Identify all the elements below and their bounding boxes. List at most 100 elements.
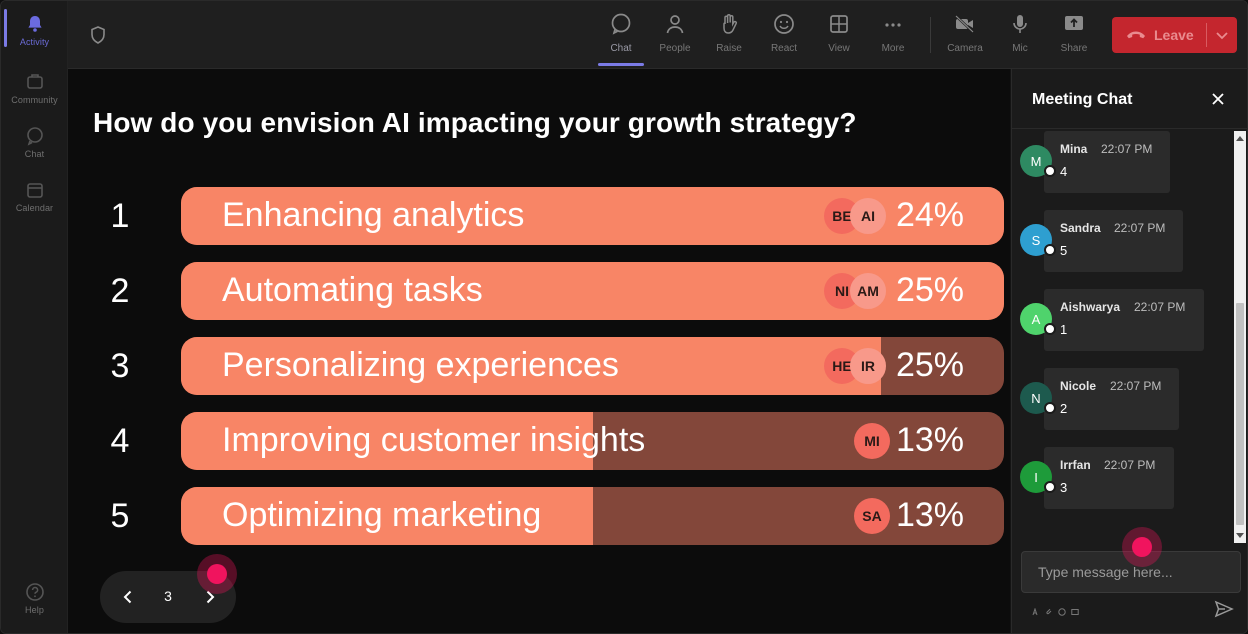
message-sender: Irrfan: [1060, 458, 1091, 472]
chat-message: Nicole 22:07 PM 2 N: [1012, 368, 1232, 432]
app-rail: Activity Community Chat Calendar Help: [1, 1, 68, 633]
chevron-down-icon[interactable]: [1212, 25, 1232, 45]
presence-status-icon: [1044, 244, 1056, 256]
shield-icon[interactable]: [88, 25, 108, 45]
message-time: 22:07 PM: [1114, 221, 1166, 235]
hand-icon: [716, 11, 742, 37]
option-number: 3: [110, 347, 130, 385]
toolbar-label: Camera: [947, 43, 983, 54]
option-bar: Enhancing analytics BE AI 24%: [181, 187, 1004, 245]
poll-option: 4 Improving customer insights MI 13%: [68, 412, 1010, 470]
rail-label: Calendar: [15, 203, 54, 213]
rail-label: Chat: [24, 149, 45, 159]
more-icon: [880, 11, 906, 37]
active-tab-underline: [598, 63, 644, 66]
leave-button[interactable]: Leave: [1112, 17, 1237, 53]
gif-icon[interactable]: [1071, 603, 1079, 615]
chat-title: Meeting Chat: [1032, 91, 1133, 108]
emoji-icon[interactable]: [1058, 603, 1066, 616]
share-icon: [1061, 11, 1087, 37]
chat-message-input[interactable]: [1022, 552, 1240, 592]
chat-header: Meeting Chat: [1012, 69, 1247, 129]
people-icon: [662, 11, 688, 37]
toolbar-camera-button[interactable]: Camera: [940, 11, 990, 63]
attach-icon[interactable]: [1045, 603, 1053, 615]
option-percentage: 13%: [895, 421, 964, 459]
toolbar-label: Raise: [716, 43, 742, 54]
chat-format-toolbar: [1032, 603, 1079, 616]
chat-scrollbar-thumb[interactable]: [1236, 303, 1244, 525]
chat-message: Sandra 22:07 PM 5 S: [1012, 210, 1232, 274]
poll-option: 3 Personalizing experiences HE IR 25%: [68, 337, 1010, 395]
community-icon: [24, 71, 46, 93]
message-bubble: Sandra 22:07 PM 5: [1044, 210, 1183, 272]
rail-item-help[interactable]: Help: [1, 573, 68, 627]
option-percentage: 24%: [895, 196, 964, 234]
rail-item-chat[interactable]: Chat: [1, 117, 68, 171]
scroll-down-icon[interactable]: [1236, 531, 1244, 541]
chat-icon: [24, 125, 46, 147]
message-sender: Aishwarya: [1060, 300, 1121, 314]
message-bubble: Irrfan 22:07 PM 3: [1044, 447, 1174, 509]
grid-icon: [826, 11, 852, 37]
toolbar-raise-button[interactable]: Raise: [704, 11, 754, 63]
rail-label: Help: [25, 605, 44, 615]
option-bar-fill: [181, 487, 593, 545]
toolbar-react-button[interactable]: React: [759, 11, 809, 63]
pointer-indicator: [1122, 527, 1162, 567]
toolbar-view-button[interactable]: View: [814, 11, 864, 63]
message-time: 22:07 PM: [1104, 458, 1156, 472]
camera-off-icon: [952, 11, 978, 37]
send-icon[interactable]: [1214, 599, 1236, 621]
toolbar-label: React: [770, 43, 798, 54]
message-time: 22:07 PM: [1101, 142, 1153, 156]
toolbar-chat-button[interactable]: Chat: [596, 11, 646, 63]
option-bar-fill: [181, 337, 881, 395]
presence-status-icon: [1044, 165, 1056, 177]
chevron-left-icon[interactable]: [116, 585, 140, 609]
option-label: Enhancing analytics: [222, 196, 525, 234]
close-icon[interactable]: [1208, 89, 1228, 109]
voter-avatar: IR: [850, 348, 886, 384]
option-bar: Automating tasks NI AM 25%: [181, 262, 1004, 320]
voter-avatar: AI: [850, 198, 886, 234]
option-number: 4: [110, 422, 130, 460]
chat-message: Aishwarya 22:07 PM 1 A: [1012, 289, 1232, 353]
poll-option: 2 Automating tasks NI AM 25%: [68, 262, 1010, 320]
toolbar-label: People: [659, 43, 691, 54]
chevron-right-icon[interactable]: [198, 585, 222, 609]
toolbar-people-button[interactable]: People: [650, 11, 700, 63]
rail-label: Community: [11, 95, 58, 105]
toolbar-label: Chat: [610, 43, 632, 54]
voter-avatar: MI: [854, 423, 890, 459]
chat-message: Mina 22:07 PM 4 M: [1012, 131, 1232, 195]
meeting-toolbar: Chat People Raise React View: [68, 1, 1247, 69]
option-label: Automating tasks: [222, 271, 483, 309]
option-label: Personalizing experiences: [222, 346, 619, 384]
poll-option: 1 Enhancing analytics BE AI 24%: [68, 187, 1010, 245]
format-icon[interactable]: [1032, 603, 1040, 616]
option-label: Improving customer insights: [222, 421, 646, 459]
option-number: 2: [110, 272, 130, 310]
message-time: 22:07 PM: [1134, 300, 1186, 314]
message-bubble: Nicole 22:07 PM 2: [1044, 368, 1179, 430]
toolbar-more-button[interactable]: More: [868, 11, 918, 63]
toolbar-share-button[interactable]: Share: [1049, 11, 1099, 63]
chat-icon: [608, 11, 634, 37]
presence-status-icon: [1044, 481, 1056, 493]
rail-item-activity[interactable]: Activity: [1, 5, 68, 59]
rail-item-community[interactable]: Community: [1, 63, 68, 117]
rail-item-calendar[interactable]: Calendar: [1, 171, 68, 225]
scroll-up-icon[interactable]: [1236, 133, 1244, 143]
message-time: 22:07 PM: [1110, 379, 1162, 393]
message-text: 4: [1060, 164, 1068, 179]
toolbar-mic-button[interactable]: Mic: [995, 11, 1045, 63]
meeting-chat-panel: Meeting Chat Mina 22:07 PM 4 M Sandra 22:07 P…: [1011, 69, 1247, 633]
option-bar: Optimizing marketing SA 13%: [181, 487, 1004, 545]
message-sender: Mina: [1060, 142, 1088, 156]
poll-question: How do you envision AI impacting your gr…: [93, 107, 857, 138]
message-bubble: Mina 22:07 PM 4: [1044, 131, 1170, 193]
message-text: 1: [1060, 322, 1068, 337]
option-percentage: 25%: [895, 346, 964, 384]
option-number: 5: [110, 497, 130, 535]
